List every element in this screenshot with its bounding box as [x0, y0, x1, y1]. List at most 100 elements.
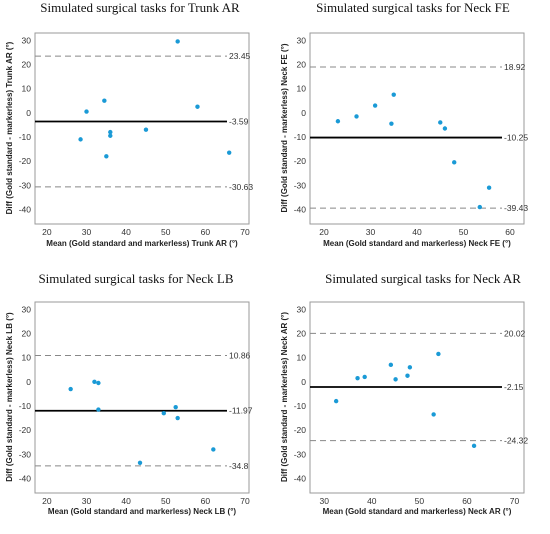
y-tick-label: 30 — [22, 304, 32, 314]
lower-limit-label: -30.63 — [229, 182, 253, 192]
y-tick-label: -30 — [19, 180, 32, 190]
data-point — [161, 411, 166, 416]
x-tick-label: 60 — [505, 227, 515, 237]
plot-frame — [309, 301, 525, 494]
chart-title: Simulated surgical tasks for Trunk AR — [40, 0, 240, 15]
y-axis-label: Diff (Gold standard - markerless) Trunk … — [5, 41, 14, 214]
y-tick-label: 10 — [22, 84, 32, 94]
y-tick-label: 20 — [22, 328, 32, 338]
y-tick-label: 0 — [26, 377, 31, 387]
data-points — [333, 351, 477, 449]
y-tick-labels: 30 20 10 0 -10 -20 -30 -40 — [19, 304, 32, 483]
x-tick-label: 70 — [240, 227, 250, 237]
y-tick-label: -40 — [294, 204, 307, 214]
x-tick-label: 70 — [510, 496, 520, 506]
x-tick-label: 30 — [366, 227, 376, 237]
data-point — [226, 150, 232, 155]
x-tick-labels: 20 30 40 50 60 — [319, 227, 515, 237]
data-point — [355, 375, 360, 381]
x-tick-labels: 30 40 50 60 70 — [320, 496, 520, 506]
chart-title: Simulated surgical tasks for Neck FE — [316, 0, 510, 15]
data-point — [438, 120, 443, 125]
y-tick-label: -20 — [19, 156, 32, 166]
y-tick-label: -40 — [19, 204, 32, 214]
x-tick-label: 50 — [161, 227, 171, 237]
data-points — [68, 379, 216, 465]
y-tick-label: 0 — [301, 108, 306, 118]
data-point — [372, 103, 378, 108]
y-axis-label: Diff (Gold standard - markerless) Neck A… — [280, 312, 289, 482]
y-tick-label: -10 — [294, 401, 307, 411]
y-tick-label: -20 — [294, 156, 307, 166]
x-tick-label: 30 — [82, 496, 92, 506]
x-axis-label: Mean (Gold standard and markerless) Trun… — [46, 239, 238, 248]
data-point — [442, 126, 448, 131]
y-tick-label: 30 — [22, 35, 32, 45]
x-tick-label: 40 — [412, 227, 422, 237]
data-points — [78, 39, 232, 159]
x-tick-labels: 20 30 40 50 60 70 — [42, 227, 250, 237]
y-tick-label: 20 — [297, 328, 307, 338]
upper-limit-label: 10.86 — [229, 351, 251, 361]
y-axis-label: Diff (Gold standard - markerless) Neck F… — [280, 43, 289, 212]
data-point — [405, 373, 410, 378]
bias-label: -3.59 — [229, 116, 249, 126]
data-point — [211, 447, 216, 452]
plot-frame — [309, 32, 525, 225]
data-point — [96, 380, 101, 386]
plot-frame — [34, 301, 250, 494]
data-point — [84, 109, 89, 114]
x-tick-label: 60 — [201, 496, 211, 506]
y-tick-label: 0 — [26, 108, 31, 118]
data-point — [354, 114, 359, 119]
y-axis-label: Diff (Gold standard - markerless) Neck L… — [5, 312, 14, 482]
data-point — [388, 362, 394, 368]
y-tick-label: 20 — [297, 59, 307, 69]
x-tick-label: 60 — [201, 227, 211, 237]
upper-limit-label: 20.02 — [504, 328, 526, 338]
data-point — [175, 39, 180, 44]
data-point — [96, 407, 101, 412]
data-point — [173, 404, 178, 410]
y-tick-label: -40 — [19, 473, 32, 483]
x-tick-label: 20 — [42, 227, 52, 237]
bias-label: -11.97 — [229, 406, 253, 416]
y-tick-label: -30 — [19, 449, 32, 459]
data-point — [92, 379, 97, 384]
data-point — [143, 127, 149, 132]
data-point — [407, 365, 413, 370]
data-point — [471, 443, 477, 449]
data-point — [477, 204, 483, 210]
y-tick-label: -10 — [19, 132, 32, 142]
data-point — [391, 92, 396, 97]
plot-frame — [34, 32, 250, 225]
data-point — [486, 185, 492, 190]
y-tick-labels: 30 20 10 0 -10 -20 -30 -40 — [19, 35, 32, 214]
x-tick-label: 40 — [121, 227, 131, 237]
x-tick-label: 20 — [42, 496, 52, 506]
data-point — [104, 154, 109, 159]
upper-limit-label: 18.92 — [504, 62, 526, 72]
panel-neck-fe: Simulated surgical tasks for Neck FE 30 2… — [280, 0, 528, 248]
data-point — [436, 351, 441, 357]
data-point — [195, 104, 200, 109]
y-tick-label: -30 — [294, 449, 307, 459]
y-tick-label: -20 — [19, 425, 32, 435]
x-tick-label: 50 — [459, 227, 469, 237]
y-tick-label: 0 — [301, 377, 306, 387]
y-tick-labels: 30 20 10 0 -10 -20 -30 -40 — [294, 304, 307, 483]
y-tick-label: 10 — [22, 353, 32, 363]
data-point — [389, 121, 394, 126]
panel-neck-lb: Simulated surgical tasks for Neck LB 302… — [5, 271, 253, 516]
data-point — [137, 460, 143, 465]
upper-limit-label: 23.45 — [229, 51, 251, 61]
data-point — [393, 377, 398, 382]
y-tick-label: -20 — [294, 425, 307, 435]
data-points — [335, 92, 492, 210]
data-point — [108, 133, 113, 138]
y-tick-label: 10 — [297, 353, 307, 363]
panel-trunk-ar: Simulated surgical tasks for Trunk AR 30… — [5, 0, 253, 248]
data-point — [68, 386, 73, 392]
x-axis-label: Mean (Gold standard and markerless) Neck… — [323, 507, 512, 516]
